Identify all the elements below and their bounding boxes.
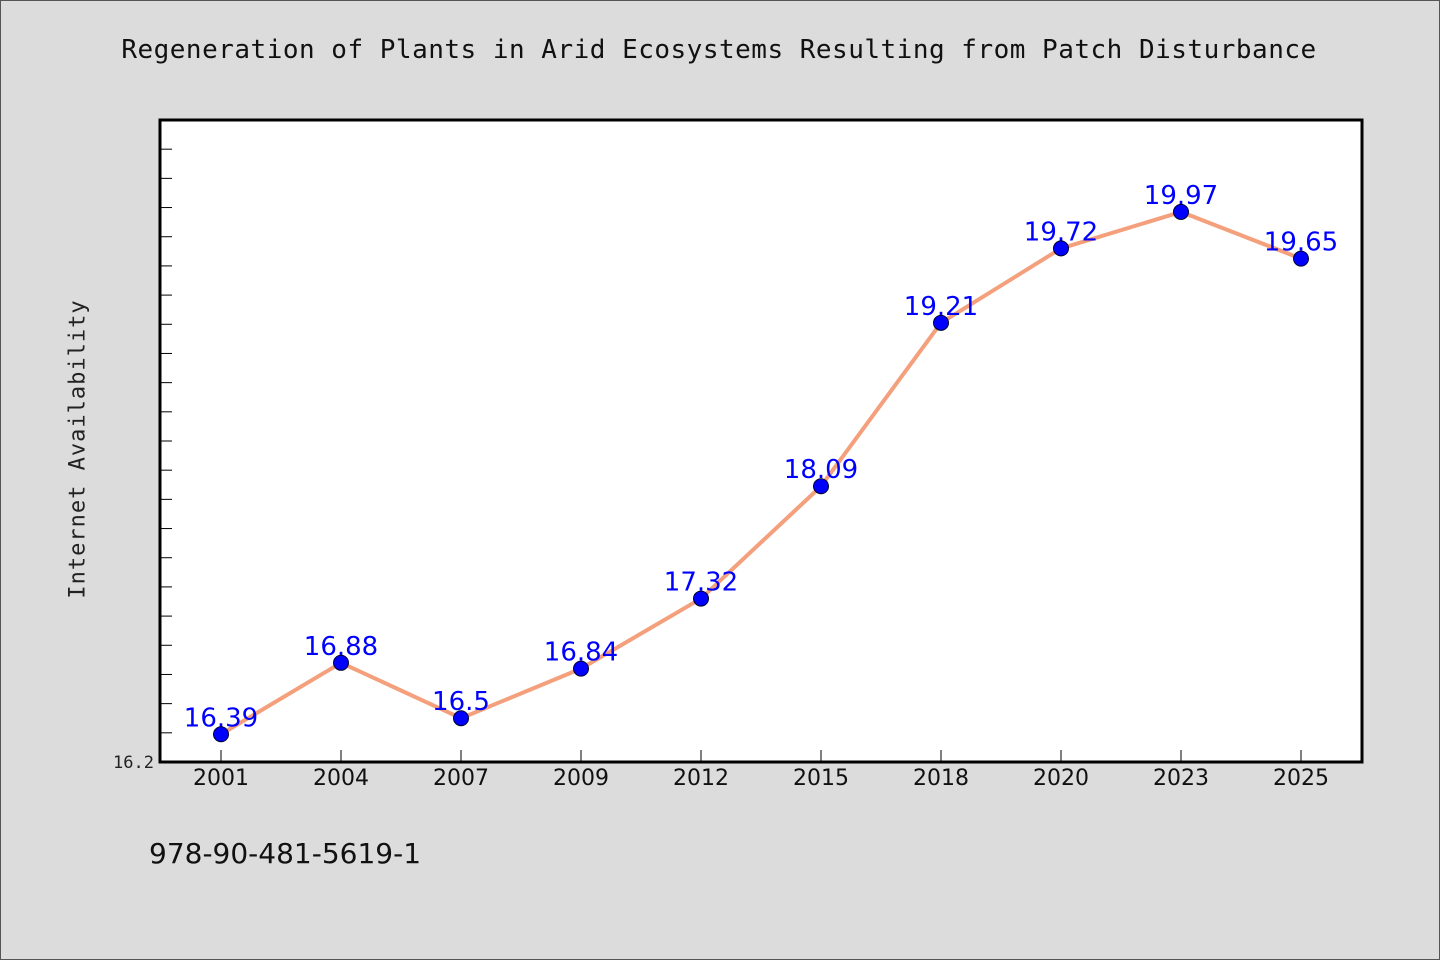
- x-tick-label: 2009: [553, 766, 609, 791]
- data-point: [573, 660, 589, 677]
- data-point: [693, 590, 709, 607]
- x-tick-label: 2007: [433, 766, 489, 791]
- data-point: [1293, 250, 1309, 267]
- x-tick-label: 2001: [193, 766, 249, 791]
- x-tick-label: 2018: [913, 766, 969, 791]
- chart-title: Regeneration of Plants in Arid Ecosystem…: [121, 35, 1317, 65]
- data-point: [1053, 240, 1069, 257]
- series-line: [219, 209, 1303, 737]
- data-point: [933, 314, 949, 331]
- data-point: [1173, 203, 1189, 220]
- x-tick-label: 2012: [673, 766, 729, 791]
- data-point: [453, 710, 469, 727]
- footer-code: 978-90-481-5619-1: [149, 837, 422, 870]
- data-point: [813, 478, 829, 495]
- x-tick-label: 2020: [1033, 766, 1089, 791]
- y-tick-label: 16.2: [113, 753, 154, 773]
- x-tick-label: 2015: [793, 766, 849, 791]
- x-tick-label: 2023: [1153, 766, 1209, 791]
- x-tick-label: 2025: [1273, 766, 1329, 791]
- data-point: [333, 654, 349, 671]
- x-tick-label: 2004: [313, 766, 369, 791]
- plot-area: [158, 118, 1364, 764]
- data-point: [213, 726, 229, 743]
